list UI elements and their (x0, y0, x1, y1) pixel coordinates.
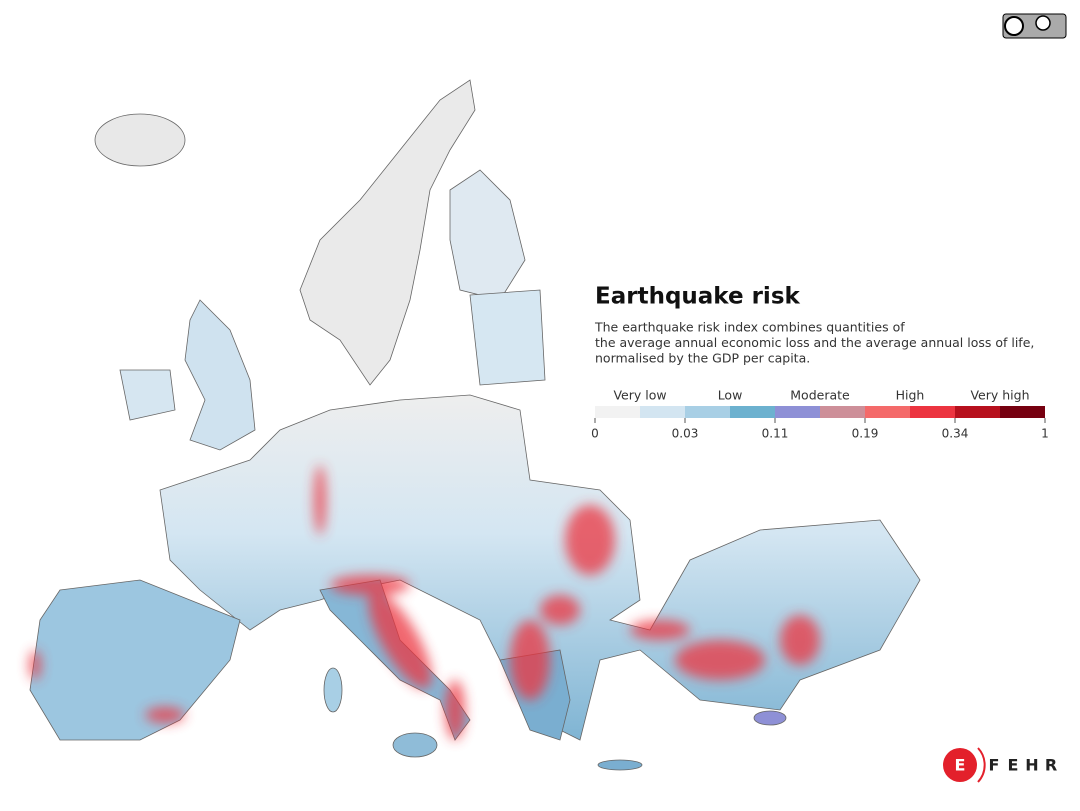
sicily (392, 732, 438, 758)
legend-tick-label: 0.11 (762, 427, 789, 441)
hotspot (145, 707, 185, 723)
hotspot (675, 640, 765, 680)
hotspot (540, 595, 580, 625)
logo-letter: H (1025, 756, 1038, 775)
hotspot (445, 680, 465, 740)
sardinia (323, 667, 343, 713)
baltics (469, 289, 546, 386)
hotspot (630, 620, 690, 640)
hotspot (780, 615, 820, 665)
legend-swatch (730, 406, 775, 418)
scandinavia (299, 79, 476, 386)
logo-letter: F (989, 756, 1000, 775)
legend-class-label: Moderate (790, 388, 850, 403)
legend-swatch (1000, 406, 1045, 418)
logo-letter: E (955, 756, 966, 775)
title: Earthquake risk (595, 284, 801, 310)
hotspot (330, 575, 410, 595)
iceland (94, 113, 186, 167)
legend-swatch (595, 406, 640, 418)
hotspot (29, 650, 41, 680)
legend-swatch (820, 406, 865, 418)
legend-swatch (640, 406, 685, 418)
legend-swatch (685, 406, 730, 418)
legend-class-label: Very low (613, 388, 666, 403)
legend-tick-label: 0 (591, 427, 599, 441)
crete (597, 759, 643, 771)
cyprus (753, 710, 787, 726)
legend-tick-label: 0.03 (672, 427, 699, 441)
legend-swatch (775, 406, 820, 418)
cc-badge (1002, 13, 1067, 39)
description-line: The earthquake risk index combines quant… (594, 320, 905, 335)
legend: Very low Low Moderate High Very high 0 0.03 0.1… (591, 388, 1049, 441)
hotspot (368, 591, 432, 689)
hotspot (314, 465, 326, 535)
legend-class-label: High (896, 388, 925, 403)
description-line: the average annual economic loss and the… (595, 335, 1034, 350)
legend-tick-label: 0.34 (942, 427, 969, 441)
logo-letter: E (1008, 756, 1019, 775)
hotspot (510, 620, 550, 700)
description-line: normalised by the GDP per capita. (595, 351, 810, 366)
ireland (119, 369, 176, 421)
risk-hotspots (29, 465, 820, 740)
description: The earthquake risk index combines quant… (594, 320, 1034, 366)
logo-letter: R (1045, 756, 1057, 775)
legend-tick-label: 1 (1041, 427, 1049, 441)
map (29, 79, 921, 771)
iberia (29, 579, 241, 741)
great-britain (184, 299, 256, 451)
finland (449, 169, 526, 301)
legend-tick-label: 0.19 (852, 427, 879, 441)
legend-class-label: Low (718, 388, 743, 403)
legend-swatch (955, 406, 1000, 418)
legend-class-label: Very high (970, 388, 1029, 403)
hotspot (565, 505, 615, 575)
legend-swatch (910, 406, 955, 418)
legend-swatch (865, 406, 910, 418)
